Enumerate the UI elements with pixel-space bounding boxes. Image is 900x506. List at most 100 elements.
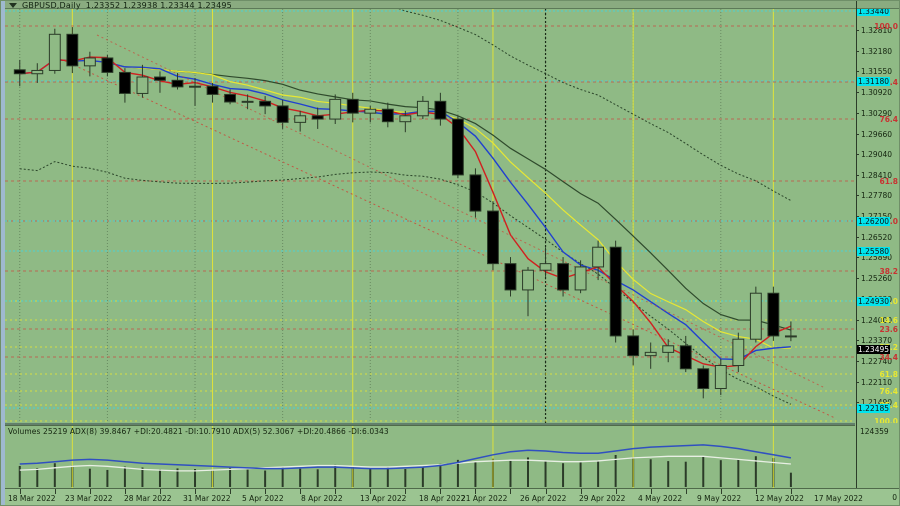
fib-level-label: 14.6 (879, 316, 898, 325)
fib-level-label: 34.4 (879, 353, 898, 362)
indicator-label: Volumes 25219 ADX(8) 39.8467 +DI:20.4821… (8, 427, 389, 436)
time-axis-label: 18 Mar 2022 (8, 494, 56, 503)
indicator-pane[interactable]: Volumes 25219 ADX(8) 39.8467 +DI:20.4821… (5, 425, 855, 489)
time-axis[interactable]: 0 18 Mar 2022 23 Mar 2022 28 Mar 2022 31 Ma… (5, 488, 900, 506)
indicator-scale-value: 124359 (860, 427, 889, 436)
price-tick: 1.29040 (861, 149, 893, 159)
fib-level-label: 61.8 (879, 177, 898, 186)
price-tick-mark (856, 319, 859, 321)
pane-separator (5, 423, 855, 425)
time-axis-zero-label: 0 (892, 493, 897, 502)
time-axis-label: 5 Apr 2022 (242, 494, 284, 503)
time-axis-tick (19, 489, 21, 494)
time-axis-label: 18 Apr 2022 (419, 494, 466, 503)
fib-level-label: 76.4 (879, 115, 898, 124)
time-axis-tick (230, 489, 232, 494)
price-tick-mark (856, 257, 859, 259)
price-tick-mark (856, 71, 859, 73)
time-axis-tick (720, 489, 722, 494)
price-tick: 1.30290 (861, 108, 893, 118)
price-tick: 1.26520 (861, 232, 893, 242)
ohlc-values: 1.23352 1.23938 1.23344 1.23495 (85, 1, 232, 10)
price-tick-mark (856, 381, 859, 383)
indicator-scale: 124359 (856, 425, 900, 488)
price-tick-mark (856, 50, 859, 52)
price-tick: 1.21490 (861, 397, 893, 407)
fib-level-label: 76.4 (879, 387, 898, 396)
time-axis-label: 31 Mar 2022 (183, 494, 231, 503)
time-axis-tick (685, 489, 687, 494)
time-axis-tick (545, 489, 547, 494)
price-tick-mark (856, 195, 859, 197)
level-price-label: 1.22185 (857, 404, 891, 413)
price-tick-mark (856, 360, 859, 362)
level-price-label: 1.25580 (857, 247, 891, 256)
time-axis-tick (475, 489, 477, 494)
fib-level-label: 38.2 (879, 267, 898, 276)
time-axis-label: 8 Apr 2022 (301, 494, 343, 503)
time-axis-tick (440, 489, 442, 494)
time-axis-label: 23 Mar 2022 (65, 494, 113, 503)
price-tick-mark (856, 30, 859, 32)
time-axis-tick (790, 489, 792, 494)
price-tick-mark (856, 174, 859, 176)
price-tick: 1.31550 (861, 67, 893, 77)
time-axis-tick (265, 489, 267, 494)
price-tick-mark (856, 153, 859, 155)
time-axis-label: 21 Apr 2022 (461, 494, 508, 503)
level-price-label: 1.24930 (857, 297, 891, 306)
price-tick: 1.27780 (861, 191, 893, 201)
price-tick-mark (856, 278, 859, 280)
fib-level-label: 61.8 (879, 370, 898, 379)
price-tick: 1.30920 (861, 88, 893, 98)
price-tick: 1.24000 (861, 315, 893, 325)
price-tick: 1.25260 (861, 274, 893, 284)
time-axis-tick (195, 489, 197, 494)
price-tick-mark (856, 92, 859, 94)
time-axis-tick (615, 489, 617, 494)
price-chart-svg (5, 9, 855, 423)
price-tick: 1.22110 (861, 377, 893, 387)
time-axis-label: 29 Apr 2022 (579, 494, 626, 503)
chart-header: GBPUSD,Daily 1.23352 1.23938 1.23344 1.2… (5, 0, 232, 11)
fib-level-label: 23.6 (879, 325, 898, 334)
time-axis-tick (510, 489, 512, 494)
time-axis-tick (89, 489, 91, 494)
price-tick-mark (856, 133, 859, 135)
time-axis-label: 17 May 2022 (814, 494, 863, 503)
time-axis-label: 13 Apr 2022 (360, 494, 407, 503)
fib-level-label: 100.0 (874, 22, 898, 31)
time-axis-tick (159, 489, 161, 494)
time-axis-tick (650, 489, 652, 494)
time-axis-tick (300, 489, 302, 494)
time-axis-label: 12 May 2022 (755, 494, 804, 503)
price-tick: 1.32180 (861, 46, 893, 56)
price-chart-pane[interactable] (5, 9, 855, 423)
price-scale[interactable]: 1.32810 1.32180 1.31550 1.30920 1.30290 1.296… (856, 9, 900, 423)
time-axis-tick (370, 489, 372, 494)
price-tick-mark (856, 236, 859, 238)
price-tick: 1.29660 (861, 129, 893, 139)
fib-level-label: 100.0 (874, 417, 898, 423)
price-tick-mark (856, 112, 859, 114)
price-tick: 1.22740 (861, 356, 893, 366)
time-axis-label: 26 Apr 2022 (520, 494, 567, 503)
time-axis-tick (580, 489, 582, 494)
window-left-rail (0, 0, 5, 506)
time-axis-label: 9 May 2022 (697, 494, 742, 503)
level-price-label: 1.33440 (857, 9, 891, 16)
current-price-label: 1.23495 (857, 345, 891, 354)
time-axis-tick (54, 489, 56, 494)
price-tick-mark (856, 401, 859, 403)
indicator-svg (18, 426, 792, 489)
price-tick-mark (856, 216, 859, 217)
price-tick: 1.28410 (861, 170, 893, 180)
price-tick: 1.23370 (861, 336, 893, 346)
price-tick: 1.25890 (861, 253, 893, 263)
time-axis-tick (124, 489, 126, 494)
time-axis-tick (405, 489, 407, 494)
triangle-down-icon[interactable] (9, 3, 17, 8)
price-axis-line (856, 0, 857, 488)
level-price-label: 1.26200 (857, 217, 891, 226)
